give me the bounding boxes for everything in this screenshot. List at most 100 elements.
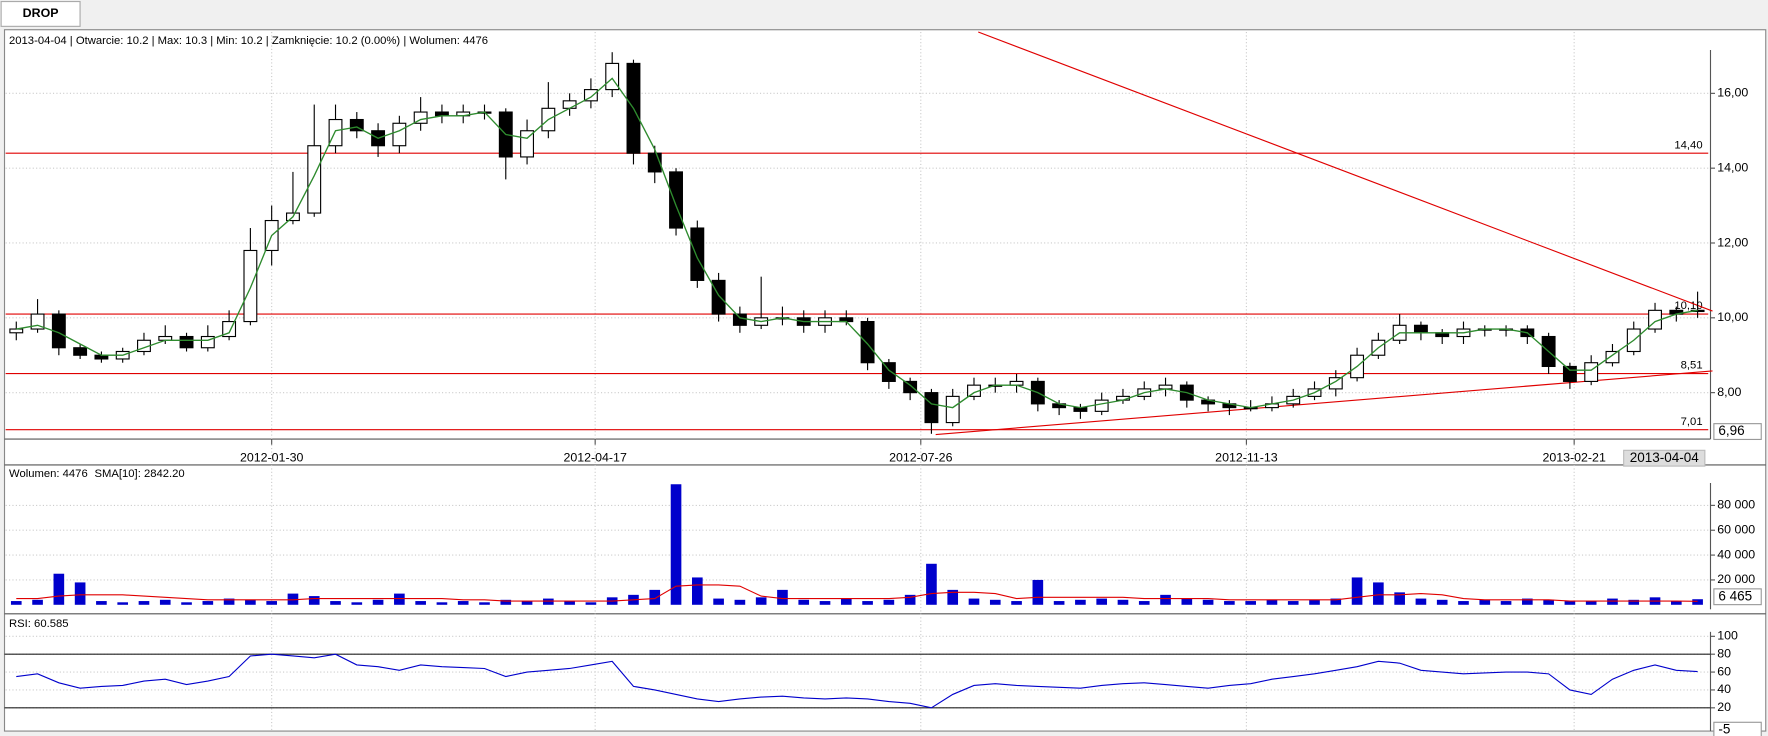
volume-bar <box>10 601 22 605</box>
candle-body <box>200 335 215 349</box>
volume-bar <box>500 599 512 605</box>
volume-bar <box>1181 598 1193 605</box>
volume-bar <box>96 601 107 605</box>
volume-bar <box>223 598 235 605</box>
volume-bar <box>713 598 724 605</box>
cursor-box <box>1713 423 1762 441</box>
volume-bar <box>330 601 341 605</box>
volume-bar <box>862 601 873 605</box>
trendline <box>978 31 1713 312</box>
volume-bar <box>1245 601 1256 605</box>
tab[interactable] <box>0 0 81 27</box>
volume-sma-line <box>16 584 1698 602</box>
volume-bar <box>883 599 895 605</box>
volume-bar <box>1096 598 1108 605</box>
volume-bar <box>564 601 575 605</box>
x-tick-label: 2012-04-17 <box>563 450 626 464</box>
volume-bar <box>1224 601 1235 605</box>
candle-body <box>903 380 918 394</box>
x-tick-label: 2012-01-30 <box>240 450 303 464</box>
volume-bar <box>1287 601 1299 605</box>
volume-bar <box>1117 599 1129 605</box>
y-tick-label: 12,00 <box>1717 235 1748 249</box>
volume-bar <box>202 601 214 605</box>
cursor-label: 6 465 <box>1718 588 1752 603</box>
legend-entry: Wolumen: 4476 <box>9 468 88 480</box>
tab-label[interactable]: DROP <box>23 6 59 20</box>
volume-bar <box>436 602 448 605</box>
tab-bar <box>0 0 1768 28</box>
candle-body <box>860 320 875 364</box>
volume-bar <box>287 593 299 605</box>
candle-body <box>583 89 598 102</box>
candle-body <box>1562 365 1577 382</box>
candle-body <box>307 145 322 214</box>
volume-bar <box>1670 601 1682 605</box>
candle-body <box>392 122 407 147</box>
legend-entry: SMA[10]: 2842.20 <box>94 468 184 480</box>
volume-bar <box>1202 599 1214 605</box>
volume-bar <box>1479 599 1491 605</box>
volume-bar <box>1607 598 1618 605</box>
candle-body <box>711 279 726 315</box>
volume-bar <box>53 573 65 605</box>
volume-bar <box>1522 598 1533 605</box>
x-tick-label: 2012-11-13 <box>1215 450 1278 464</box>
volume-bar <box>1500 601 1512 605</box>
volume-bar <box>1160 594 1171 605</box>
candle-body <box>732 313 747 326</box>
volume-bar <box>415 601 426 605</box>
candle-body <box>9 328 24 334</box>
y-tick-label: 60 <box>1717 664 1731 678</box>
volume-bar <box>755 597 767 605</box>
volume-bar <box>1138 601 1150 605</box>
volume-bar <box>1011 601 1022 605</box>
level-label: 10,10 <box>1674 300 1702 312</box>
y-tick-label: 14,00 <box>1717 160 1748 174</box>
volume-bar <box>904 594 916 605</box>
x-tick-label: 2012-07-26 <box>889 450 952 464</box>
x-tick-label: 2013-02-21 <box>1542 450 1605 464</box>
y-tick-label: 20 000 <box>1717 572 1755 586</box>
cursor-date-box <box>1623 449 1706 467</box>
volume-bar <box>947 589 959 605</box>
volume-bar <box>1692 599 1703 605</box>
volume-bar <box>1415 598 1427 605</box>
candle-body <box>562 100 577 109</box>
volume-bar <box>585 602 597 605</box>
volume-bar <box>117 602 129 605</box>
legend-entry: RSI: 60.585 <box>9 618 68 630</box>
rsi-line <box>16 653 1698 709</box>
candle-body <box>690 227 705 281</box>
candle-body <box>243 249 258 323</box>
volume-bar <box>1032 579 1044 605</box>
volume-bar <box>926 563 937 605</box>
y-tick-label: 80 000 <box>1717 498 1755 512</box>
volume-bar <box>670 484 682 605</box>
volume-bar <box>543 598 554 605</box>
cursor-box <box>1713 588 1762 606</box>
volume-bar <box>372 599 384 605</box>
y-tick-label: 8,00 <box>1717 385 1741 399</box>
volume-bar <box>1543 599 1554 605</box>
volume-bar <box>1075 599 1086 605</box>
volume-bar <box>159 599 171 605</box>
volume-bar <box>394 593 405 605</box>
cursor-box <box>1713 721 1762 736</box>
volume-bar <box>777 589 788 605</box>
volume-bar <box>1394 592 1405 605</box>
sma-line <box>16 77 1698 409</box>
candle-body <box>669 171 683 229</box>
volume-bar <box>32 599 43 605</box>
candle-body <box>73 347 88 356</box>
volume-bar <box>819 601 831 605</box>
volume-bar <box>1564 601 1576 605</box>
candle-body <box>179 335 194 349</box>
volume-bar <box>1351 577 1363 605</box>
level-label: 7,01 <box>1681 416 1703 428</box>
volume-bar <box>1628 599 1640 605</box>
cursor-label: 6,96 <box>1718 423 1744 438</box>
candle-body <box>924 392 939 424</box>
volume-bar <box>1585 601 1597 605</box>
